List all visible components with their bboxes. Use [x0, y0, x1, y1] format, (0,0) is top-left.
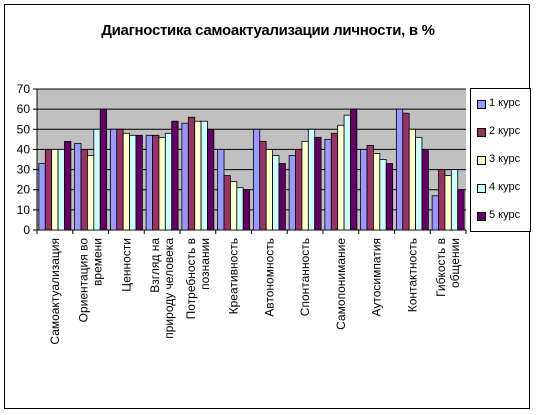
- bar-1-7: [252, 128, 261, 231]
- plot-area: [37, 89, 466, 230]
- bar-3-5: [194, 120, 202, 231]
- bar-1-3: [109, 128, 118, 231]
- legend-swatch: [477, 100, 486, 109]
- category-label: Автономность: [262, 238, 276, 317]
- bar-2-7: [259, 140, 267, 231]
- bar-2-3: [116, 128, 124, 231]
- category-label: Креативность: [227, 238, 241, 314]
- bar-2-6: [223, 175, 231, 231]
- bar-1-9: [324, 138, 332, 231]
- bar-3-6: [230, 181, 238, 231]
- bar-5-9: [350, 108, 358, 231]
- legend-swatch: [477, 156, 486, 165]
- legend-label: 3 курс: [489, 153, 521, 165]
- bar-5-10: [385, 163, 394, 231]
- bar-1-4: [145, 134, 153, 231]
- bar-5-5: [207, 128, 215, 231]
- category-label: Аутосимпатия: [370, 238, 384, 316]
- bar-3-3: [122, 132, 130, 231]
- bar-3-8: [301, 140, 309, 231]
- legend-label: 1 курс: [489, 97, 521, 109]
- bar-1-2: [74, 142, 82, 231]
- category-label: Гибкость в: [434, 238, 448, 297]
- bar-3-2: [87, 155, 95, 231]
- bar-5-2: [99, 108, 108, 231]
- bar-2-8: [295, 149, 303, 231]
- bar-2-11: [402, 112, 410, 231]
- bar-2-2: [80, 149, 88, 231]
- chart-legend: 1 курс 2 курс 3 курс 4 курс 5 курс: [470, 88, 531, 232]
- legend-label: 4 курс: [489, 181, 521, 193]
- bar-1-11: [395, 108, 404, 231]
- bar-4-1: [57, 149, 65, 231]
- legend-swatch: [477, 212, 486, 221]
- bar-5-3: [135, 134, 143, 231]
- bar-3-1: [51, 149, 59, 231]
- category-label: Потребность в: [184, 238, 198, 319]
- y-tick-label: 30: [17, 163, 31, 177]
- bar-3-4: [158, 136, 166, 231]
- bar-1-10: [360, 149, 368, 231]
- y-tick-label: 20: [17, 183, 31, 197]
- bar-5-1: [64, 140, 72, 231]
- bar-3-11: [408, 128, 416, 231]
- bar-5-7: [278, 163, 286, 231]
- bar-5-11: [421, 149, 429, 231]
- bar-2-1: [44, 149, 53, 231]
- bar-3-7: [265, 149, 273, 231]
- bar-4-2: [93, 128, 101, 231]
- bar-4-5: [200, 120, 208, 231]
- category-label: природу человека: [162, 238, 176, 339]
- bar-4-11: [415, 136, 423, 231]
- category-label: Контактность: [405, 238, 419, 312]
- category-label: общении: [448, 238, 462, 288]
- bar-5-8: [314, 136, 322, 231]
- bar-1-1: [38, 163, 46, 231]
- legend-label: 2 курс: [489, 125, 521, 137]
- bar-5-12: [457, 189, 465, 231]
- y-tick-label: 0: [23, 223, 30, 237]
- bar-1-6: [217, 149, 225, 231]
- bar-2-5: [187, 116, 196, 231]
- legend-swatch: [477, 184, 486, 193]
- y-tick-label: 50: [17, 122, 31, 136]
- bar-2-4: [152, 134, 160, 231]
- y-tick-label: 70: [17, 82, 31, 96]
- category-label: Взгляд на: [148, 238, 162, 293]
- category-label: Самопонимание: [334, 238, 348, 330]
- bar-2-9: [330, 132, 339, 231]
- bar-1-5: [181, 122, 189, 231]
- bar-1-12: [431, 195, 439, 231]
- bar-4-10: [379, 159, 387, 231]
- category-label: времени: [91, 238, 105, 286]
- category-label: Ориентация во: [77, 238, 91, 323]
- bar-4-7: [272, 155, 280, 231]
- bar-5-6: [242, 189, 251, 231]
- bar-3-9: [337, 124, 345, 231]
- bar-4-12: [450, 169, 459, 231]
- bar-4-4: [164, 132, 173, 231]
- legend-swatch: [477, 128, 486, 137]
- bar-3-12: [444, 175, 452, 231]
- bar-2-10: [366, 144, 374, 231]
- bar-4-9: [343, 114, 351, 231]
- y-tick-label: 60: [17, 102, 31, 116]
- chart-title: Диагностика самоактуализации личности, в…: [101, 22, 435, 39]
- y-tick-label: 10: [17, 203, 31, 217]
- category-label: Ценности: [119, 238, 133, 292]
- bar-2-12: [438, 169, 446, 231]
- category-label: познании: [198, 238, 212, 290]
- bar-5-4: [171, 120, 179, 231]
- bar-4-8: [307, 128, 316, 231]
- bar-3-10: [373, 153, 381, 231]
- legend-label: 5 курс: [489, 209, 521, 221]
- y-tick-label: 40: [17, 142, 31, 156]
- bar-4-6: [236, 187, 244, 231]
- category-label: Самоактуализация: [48, 238, 62, 345]
- bar-1-8: [288, 155, 296, 231]
- bar-4-3: [129, 134, 137, 231]
- category-label: Спонтанность: [298, 238, 312, 316]
